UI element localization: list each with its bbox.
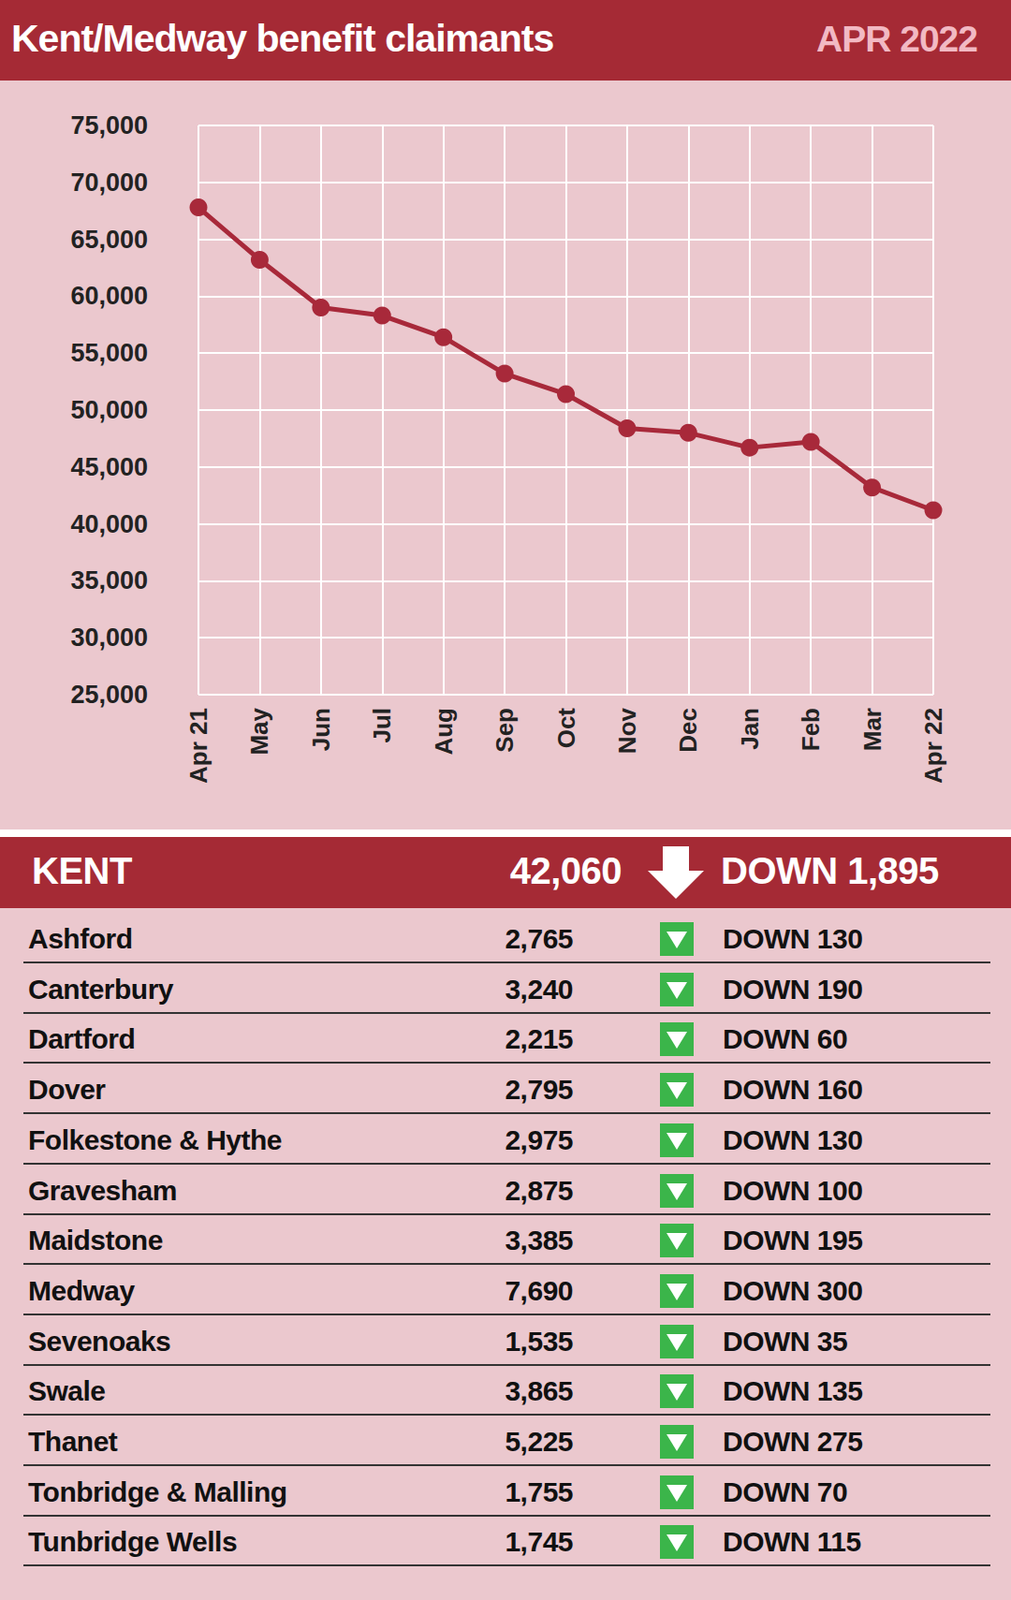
html-text:DOWN 130: DOWN 130 [722,923,863,954]
html-text:DOWN 135: DOWN 135 [722,1375,863,1407]
html-text:1,745: 1,745 [504,1526,573,1558]
svg-text:30,000: 30,000 [70,623,148,652]
html-text:Canterbury: Canterbury [28,973,174,1005]
svg-text:Jan: Jan [735,707,764,750]
html-text:1,755: 1,755 [504,1475,573,1507]
svg-text:Dec: Dec [674,707,703,753]
svg-text:60,000: 60,000 [70,281,148,310]
svg-text:Jul: Jul [367,707,396,744]
html-text:DOWN 300: DOWN 300 [722,1274,863,1306]
svg-text:35,000: 35,000 [70,566,148,595]
html-text:7,690: 7,690 [504,1274,573,1306]
html-text:5,225: 5,225 [504,1425,573,1457]
html-text:DOWN 60: DOWN 60 [722,1023,848,1055]
html-text:Tonbridge & Malling: Tonbridge & Malling [28,1475,288,1507]
html-text:DOWN 195: DOWN 195 [722,1224,863,1256]
svg-text:65,000: 65,000 [70,225,148,254]
svg-text:Sep: Sep [490,707,519,753]
html-text:APR 2022: APR 2022 [816,18,978,59]
html-text:Ashford: Ashford [28,923,133,954]
html-text:Folkestone & Hythe: Folkestone & Hythe [28,1124,282,1155]
svg-text:Nov: Nov [613,706,642,754]
html-text:KENT: KENT [31,849,132,892]
svg-text:40,000: 40,000 [70,510,148,539]
svg-text:50,000: 50,000 [70,395,148,425]
html-text:DOWN 1,895: DOWN 1,895 [720,849,939,892]
html-text:Sevenoaks: Sevenoaks [28,1325,171,1357]
html-text:Gravesham: Gravesham [28,1174,177,1206]
svg-text:Oct: Oct [552,707,581,749]
html-text:DOWN 70: DOWN 70 [722,1475,848,1507]
svg-text:Apr 21: Apr 21 [184,707,213,784]
html-text:2,795: 2,795 [504,1073,573,1105]
html-text:DOWN 35: DOWN 35 [722,1325,848,1357]
html-text:DOWN 115: DOWN 115 [722,1526,861,1558]
html-text:DOWN 275: DOWN 275 [722,1425,863,1457]
html-text:42,060: 42,060 [509,849,622,892]
html-text:2,975: 2,975 [504,1124,573,1155]
html-text:Tunbridge Wells: Tunbridge Wells [28,1526,237,1558]
html-text:3,865: 3,865 [504,1375,573,1407]
html-text:Thanet: Thanet [28,1425,118,1457]
svg-text:70,000: 70,000 [70,168,148,197]
html-text:Kent/Medway benefit claimants: Kent/Medway benefit claimants [11,16,554,60]
html-text:1,535: 1,535 [504,1325,573,1357]
svg-text:55,000: 55,000 [70,338,148,367]
html-text:Dartford: Dartford [28,1023,136,1055]
svg-text:Jun: Jun [307,707,336,751]
html-text:DOWN 130: DOWN 130 [722,1124,863,1155]
svg-text:May: May [245,706,274,755]
svg-text:Feb: Feb [796,707,825,751]
html-text:Medway: Medway [28,1274,135,1306]
svg-text:75,000: 75,000 [70,111,148,140]
html-text:2,215: 2,215 [504,1023,573,1055]
html-text:2,875: 2,875 [504,1174,573,1206]
svg-text:Mar: Mar [858,707,887,751]
html-text:DOWN 160: DOWN 160 [722,1073,863,1105]
html-text:Dover: Dover [28,1073,106,1105]
svg-text:25,000: 25,000 [70,680,148,709]
html-text:Swale: Swale [28,1375,106,1407]
svg-text:45,000: 45,000 [70,453,148,482]
html-text:2,765: 2,765 [504,923,573,954]
html-text:Maidstone: Maidstone [28,1224,163,1256]
svg-text:Aug: Aug [429,707,458,756]
html-text:3,240: 3,240 [504,973,573,1005]
html-text:DOWN 100: DOWN 100 [722,1174,863,1206]
svg-text:Apr 22: Apr 22 [919,707,948,784]
html-text:3,385: 3,385 [504,1224,573,1256]
html-text:DOWN 190: DOWN 190 [722,973,863,1005]
